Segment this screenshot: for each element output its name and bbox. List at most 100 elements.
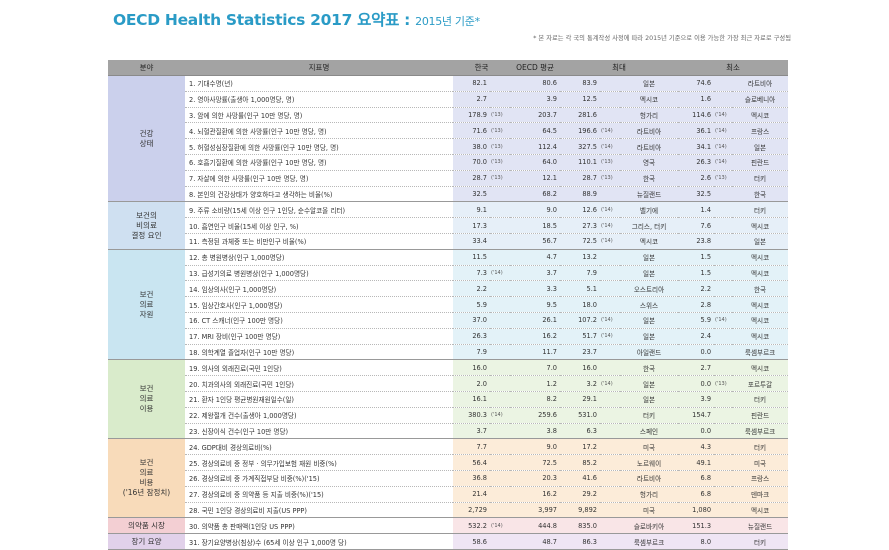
max-value: 12.5 [560, 91, 600, 108]
oecd-average: 112.4 [510, 138, 560, 155]
korea-value: 2,729 [453, 502, 490, 519]
korea-value: 380.3 [453, 407, 490, 424]
table-row: 보건의 비의료 결정 요인 9. 주류 소비량(15세 이상 인구 1인당, 순수알코… [108, 201, 789, 250]
category-cell: 건강 상태 [108, 75, 185, 203]
indicator-name: 10. 흡연인구 비율(15세 이상 인구, %) [185, 217, 453, 234]
min-year-note: ('14) [714, 138, 733, 155]
korea-year-note [490, 533, 510, 550]
korea-year-note: ('13) [490, 107, 510, 124]
max-country: 일본 [620, 249, 679, 266]
indicator-name: 2. 영아사망률(출생아 1,000명당, 명) [185, 91, 453, 108]
min-value: 2.6 [678, 170, 715, 187]
table-row: 건강 상태 1. 기대수명(년) 82.1 80.6 83.9 일본 74.6 라트비아 [108, 75, 789, 203]
table-row: 보건 의료 비용 ('16년 잠정치) 24. GDP대비 경상의료비(%) 7.7 9.0… [108, 438, 789, 519]
indicator-name: 1. 기대수명(년) [185, 75, 453, 92]
min-year-note [714, 438, 733, 456]
max-value: 110.1 [560, 154, 600, 171]
korea-value: 2.0 [453, 375, 490, 392]
category-label-line: 건강 [139, 128, 154, 138]
korea-value: 32.5 [453, 186, 490, 203]
min-country: 슬로베니아 [732, 91, 789, 108]
min-year-note [714, 280, 733, 298]
min-country: 멕시코 [732, 502, 789, 519]
table-row: 2. 영아사망률(출생아 1,000명당, 명) 2.7 3.9 12.5 멕시코 1.6… [108, 91, 789, 108]
max-year-note: ('14) [600, 312, 620, 329]
min-value: 151.3 [678, 517, 715, 535]
header-indicator: 지표명 [185, 60, 453, 76]
min-year-note [714, 233, 733, 250]
min-year-note [714, 533, 733, 550]
max-value: 86.3 [560, 533, 600, 550]
min-country: 터키 [732, 201, 789, 219]
max-country: 스페인 [620, 423, 679, 440]
max-country: 일본 [620, 265, 679, 282]
min-country: 일본 [732, 138, 789, 155]
oecd-average: 8.2 [510, 391, 560, 408]
korea-value: 7.7 [453, 438, 490, 456]
min-value: 0.0 [678, 375, 715, 392]
max-country: 오스트리아 [620, 280, 679, 298]
max-country: 룩셈부르크 [620, 533, 679, 550]
max-country: 한국 [620, 170, 679, 187]
korea-year-note [490, 75, 510, 92]
footnote: * 본 자료는 각 국의 통계작성 사정에 따라 2015년 기준으로 이용 가… [533, 35, 791, 42]
max-year-note: ('13) [600, 170, 620, 187]
header-row: 분야 지표명 한국 OECD 평균 최대 최소 [108, 60, 789, 76]
min-year-note [714, 249, 733, 266]
korea-value: 36.8 [453, 470, 490, 487]
min-country: 터키 [732, 438, 789, 456]
min-value: 2.2 [678, 280, 715, 298]
min-value: 32.5 [678, 186, 715, 203]
min-country: 라트비아 [732, 75, 789, 92]
korea-year-note [490, 486, 510, 503]
min-country: 터키 [732, 533, 789, 550]
max-country: 스위스 [620, 296, 679, 313]
korea-value: 5.9 [453, 296, 490, 313]
max-value: 17.2 [560, 438, 600, 456]
indicator-name: 6. 호흡기질환에 의한 사망률(인구 10만 명당, 명) [185, 154, 453, 171]
min-country: 멕시코 [732, 265, 789, 282]
max-year-note [600, 407, 620, 424]
min-value: 6.8 [678, 470, 715, 487]
header-category: 분야 [108, 60, 185, 76]
category-label-line: 보건의 [136, 210, 157, 220]
category-label-line: 의료 [139, 394, 154, 404]
min-value: 36.1 [678, 122, 715, 140]
korea-year-note [490, 391, 510, 408]
oecd-average: 1.2 [510, 375, 560, 392]
max-value: 281.6 [560, 107, 600, 124]
indicator-name: 28. 국민 1인당 경상의료비 지출(US PPP) [185, 502, 453, 519]
korea-value: 9.1 [453, 201, 490, 219]
max-year-note [600, 75, 620, 92]
max-country: 노르웨이 [620, 454, 679, 471]
table-row: 28. 국민 1인당 경상의료비 지출(US PPP) 2,729 3,997 9,8… [108, 502, 789, 519]
max-value: 12.6 [560, 201, 600, 219]
max-value: 6.3 [560, 423, 600, 440]
min-value: 1,080 [678, 502, 715, 519]
max-country: 미국 [620, 438, 679, 456]
korea-year-note [490, 470, 510, 487]
statistics-table: 분야 지표명 한국 OECD 평균 최대 최소 건강 상태 1. 기대수명(년) 82… [108, 60, 789, 550]
max-year-note: ('14) [600, 138, 620, 155]
header-min: 최소 [678, 60, 789, 76]
max-year-note [600, 249, 620, 266]
min-value: 3.9 [678, 391, 715, 408]
korea-value: 3.7 [453, 423, 490, 440]
korea-value: 2.2 [453, 280, 490, 298]
table-row: 보건 의료 이용 19. 의사의 외래진료(국민 1인당) 16.0 7.0 16.0 한국 2… [108, 359, 789, 440]
min-country: 멕시코 [732, 312, 789, 329]
category-label-line: 의약품 시장 [128, 520, 165, 530]
max-year-note [600, 423, 620, 440]
max-year-note [600, 186, 620, 203]
category-label-line: 비용 [139, 478, 154, 488]
korea-year-note [490, 91, 510, 108]
min-value: 1.5 [678, 249, 715, 266]
korea-year-note [490, 502, 510, 519]
max-country: 미국 [620, 502, 679, 519]
table-row: 27. 경상의료비 중 의약품 등 지출 비중(%)('15) 21.4 16.2 2… [108, 486, 789, 503]
min-year-note [714, 470, 733, 487]
max-year-note: ('14) [600, 201, 620, 219]
korea-value: 82.1 [453, 75, 490, 92]
max-year-note: ('14) [600, 233, 620, 250]
indicator-name: 23. 신장이식 건수(인구 10만 명당) [185, 423, 453, 440]
